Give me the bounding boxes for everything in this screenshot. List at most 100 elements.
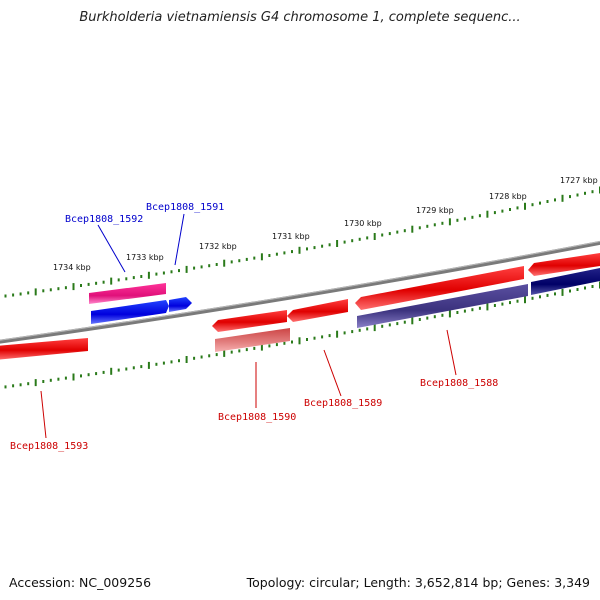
gene-label-bcep1808-1588[interactable]: Bcep1808_1588	[420, 378, 498, 389]
lower-track-minor-tick	[4, 385, 7, 389]
lower-track-minor-tick	[478, 306, 481, 310]
lower-track-major-tick	[524, 296, 526, 304]
upper-track-minor-tick	[238, 259, 241, 263]
tick-label-1732: 1732 kbp	[199, 242, 237, 251]
upper-track-major-tick	[260, 253, 263, 261]
lower-track-minor-tick	[27, 382, 30, 386]
gene-bcep1808-1590-arrow[interactable]	[212, 310, 287, 332]
upper-track-minor-tick	[358, 237, 361, 241]
lower-track-major-tick	[411, 317, 414, 325]
gene-bcep1808-1592-arrow[interactable]	[91, 300, 169, 324]
upper-track-major-tick	[72, 283, 75, 291]
lower-track-minor-tick	[381, 324, 384, 328]
lower-track-major-tick	[34, 379, 37, 387]
lower-track-minor-tick	[12, 384, 15, 388]
upper-track-minor-tick	[509, 208, 511, 211]
upper-track-minor-tick	[456, 218, 459, 222]
upper-track-minor-tick	[208, 264, 211, 268]
gene-bcep1808-1588-arrow[interactable]	[355, 266, 524, 310]
upper-track-minor-tick	[155, 272, 158, 276]
lower-track-minor-tick	[155, 362, 158, 366]
lower-track-minor-tick	[245, 348, 248, 352]
upper-track-minor-tick	[200, 265, 203, 269]
lower-track-minor-tick	[253, 346, 256, 350]
lower-track-minor-tick	[291, 340, 293, 344]
reverse-strand-genes	[0, 266, 600, 360]
upper-track-minor-tick	[170, 270, 173, 274]
upper-track-minor-tick	[87, 282, 90, 286]
gene-bcep1808-1589-arrow[interactable]	[287, 299, 348, 322]
gene-label-bcep1808-1589[interactable]: Bcep1808_1589	[304, 398, 382, 409]
upper-track-minor-tick	[426, 224, 429, 228]
gene-label-bcep1808-1593[interactable]: Bcep1808_1593	[10, 441, 88, 452]
lower-track-minor-tick	[313, 336, 316, 340]
tick-label-1728: 1728 kbp	[489, 192, 527, 201]
label-leader-lines	[40, 213, 457, 439]
upper-track-minor-tick	[463, 217, 466, 221]
upper-track-major-tick	[373, 233, 376, 240]
tick-label-1731: 1731 kbp	[272, 232, 310, 241]
lower-track-minor-tick	[170, 360, 173, 364]
map-title: Burkholderia vietnamiensis G4 chromosome…	[79, 10, 521, 25]
upper-track-minor-tick	[576, 193, 579, 197]
lower-track-minor-tick	[117, 368, 120, 372]
tick-label-1734: 1734 kbp	[53, 263, 91, 272]
lower-track-minor-tick	[418, 318, 421, 321]
upper-track-major-tick	[34, 288, 37, 296]
upper-track-minor-tick	[328, 243, 331, 247]
upper-track-minor-tick	[478, 214, 481, 218]
lower-track-minor-tick	[87, 373, 90, 377]
lower-track-minor-tick	[554, 292, 556, 296]
lower-track-minor-tick	[268, 344, 271, 348]
upper-track-minor-tick	[132, 276, 135, 280]
upper-track-minor-tick	[306, 247, 308, 251]
upper-track-major-tick	[185, 265, 188, 273]
upper-track-major-tick	[448, 218, 451, 226]
gene-band-navy[interactable]	[531, 268, 600, 295]
lower-track-major-tick	[373, 324, 376, 332]
gene-band-slate[interactable]	[357, 284, 528, 328]
upper-track-minor-tick	[125, 277, 128, 281]
lower-track-minor-tick	[403, 320, 406, 324]
gene-forward-pink[interactable]	[89, 283, 166, 304]
upper-track-minor-tick	[27, 291, 30, 295]
upper-track-major-tick	[298, 246, 301, 254]
upper-scale-track	[4, 186, 600, 298]
upper-track-major-tick	[561, 194, 564, 202]
lower-track-major-tick	[110, 367, 113, 375]
gene-label-bcep1808-1590[interactable]: Bcep1808_1590	[218, 412, 296, 423]
forward-strand-genes	[89, 253, 600, 304]
gene-band-salmon[interactable]	[215, 328, 290, 352]
upper-track-minor-tick	[388, 232, 391, 236]
gene-label-bcep1808-1591[interactable]: Bcep1808_1591	[146, 202, 224, 213]
lower-track-major-tick	[147, 361, 150, 369]
lower-track-minor-tick	[275, 343, 278, 347]
gene-label-bcep1808-1592[interactable]: Bcep1808_1592	[65, 214, 143, 225]
tick-label-1727: 1727 kbp	[560, 176, 598, 185]
upper-track-minor-tick	[441, 221, 444, 225]
upper-track-minor-tick	[19, 292, 22, 296]
gene-labels: Bcep1808_1592 Bcep1808_1591 Bcep1808_159…	[10, 202, 498, 452]
lower-track-minor-tick	[366, 327, 369, 331]
upper-track-minor-tick	[433, 223, 436, 227]
gene-bcep1808-1591-arrow[interactable]	[169, 297, 192, 312]
upper-track-major-tick	[110, 277, 113, 285]
upper-track-minor-tick	[291, 250, 293, 254]
upper-track-minor-tick	[471, 215, 474, 219]
lower-track-minor-tick	[576, 288, 579, 291]
upper-track-minor-tick	[418, 226, 421, 230]
lower-track-minor-tick	[306, 338, 308, 341]
upper-track-minor-tick	[283, 251, 286, 255]
lower-track-minor-tick	[321, 335, 324, 339]
lower-track-minor-tick	[351, 330, 354, 334]
upper-track-minor-tick	[117, 278, 120, 282]
upper-track-minor-tick	[351, 239, 354, 243]
lower-track-minor-tick	[102, 370, 105, 374]
topology-summary: Topology: circular; Length: 3,652,814 bp…	[246, 575, 590, 590]
upper-track-major-tick	[411, 225, 414, 233]
upper-track-minor-tick	[501, 209, 504, 213]
gene-forward-right-top[interactable]	[528, 253, 600, 276]
gene-bcep1808-1593-arrow[interactable]	[0, 338, 88, 360]
upper-track-minor-tick	[516, 206, 519, 210]
